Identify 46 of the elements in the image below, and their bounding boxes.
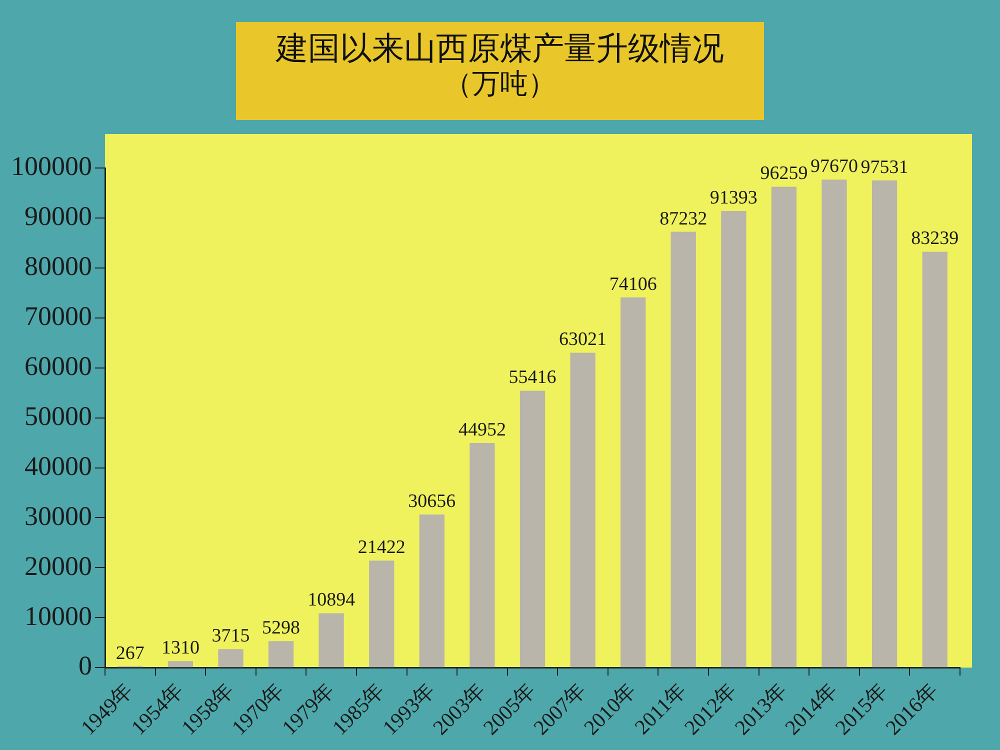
data-label: 87232: [660, 208, 708, 230]
data-label: 96259: [760, 163, 808, 184]
chart-subtitle: （万吨）: [443, 68, 557, 102]
bar: [570, 352, 596, 668]
bar: [419, 514, 444, 668]
bar: [470, 443, 495, 668]
data-label: 97531: [860, 156, 908, 178]
data-label: 3715: [212, 626, 250, 647]
data-label: 30656: [408, 490, 456, 512]
y-tick-label: 30000: [24, 500, 92, 531]
y-tick-label: 60000: [24, 350, 92, 381]
y-tick-label: 20000: [24, 550, 92, 581]
data-label: 5298: [262, 618, 300, 639]
data-label: 83239: [911, 228, 959, 250]
bar: [822, 180, 847, 668]
data-label: 10894: [308, 590, 356, 611]
data-label: 44952: [458, 420, 506, 441]
bar: [520, 390, 546, 668]
bar: [721, 211, 746, 668]
bar: [268, 641, 294, 668]
bar: [670, 232, 696, 668]
data-label: 21422: [358, 537, 406, 558]
bar: [620, 297, 646, 668]
y-tick-label: 80000: [24, 251, 92, 282]
data-label: 97670: [810, 156, 858, 178]
bar: [218, 649, 244, 668]
bar: [168, 661, 194, 668]
data-label: 63021: [559, 329, 607, 350]
bar: [872, 180, 898, 668]
y-tick-label: 10000: [24, 600, 92, 631]
y-tick-label: 100000: [11, 151, 92, 182]
chart-title: 建国以来山西原煤产量升级情况: [276, 29, 724, 68]
data-label: 55416: [508, 367, 556, 388]
data-label: 91393: [710, 187, 758, 208]
y-tick-label: 90000: [24, 201, 92, 232]
y-tick-label: 40000: [24, 450, 92, 481]
data-label: 74106: [609, 274, 657, 295]
y-tick-label: 0: [78, 650, 92, 681]
bar: [922, 252, 948, 668]
y-tick-label: 70000: [24, 300, 92, 331]
y-tick-label: 50000: [24, 400, 92, 431]
bar: [318, 613, 344, 668]
data-label: 1310: [161, 638, 200, 659]
bar: [369, 560, 394, 668]
data-label: 267: [116, 642, 144, 664]
bar: [771, 186, 797, 668]
